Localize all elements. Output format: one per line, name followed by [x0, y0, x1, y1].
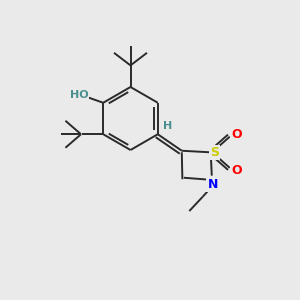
Text: HO: HO — [70, 90, 88, 100]
Text: O: O — [231, 128, 242, 141]
Text: H: H — [163, 121, 172, 131]
Text: O: O — [231, 164, 242, 177]
Text: S: S — [210, 146, 219, 159]
Text: N: N — [208, 178, 218, 191]
